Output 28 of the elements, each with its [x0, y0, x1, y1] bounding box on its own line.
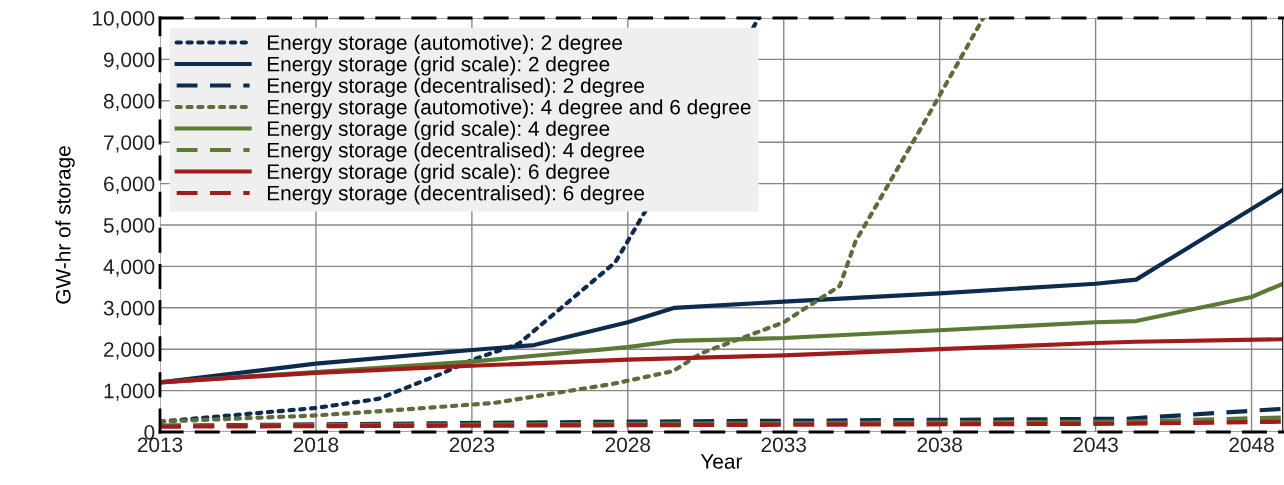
y-tick-label: 8,000 [103, 93, 155, 112]
x-tick-label: 2028 [605, 437, 651, 453]
y-tick-label: 4,000 [103, 259, 155, 277]
y-tick-label: 6,000 [104, 176, 155, 194]
x-tick-label: 2048 [1229, 437, 1274, 453]
legend-label: Energy storage (automotive): 4 degree and 6 degree [267, 99, 751, 119]
legend-label: Energy storage (decentralised): 6 degree [267, 185, 645, 205]
legend-label: Energy storage (decentralised): 4 degree [267, 142, 645, 162]
line-series [160, 337, 1283, 385]
x-tick-label: 2018 [293, 437, 339, 453]
legend-label: Energy storage (grid scale): 6 degree [267, 163, 610, 184]
y-tick-label: 10,000 [93, 11, 155, 29]
x-tick-label: 2038 [917, 437, 962, 453]
legend-label: Energy storage (grid scale): 4 degree [267, 120, 610, 141]
x-tick-label: 2033 [761, 437, 806, 453]
y-tick-label: 7,000 [104, 135, 155, 153]
y-tick-label: 2,000 [104, 342, 155, 360]
y-tick-label: 3,000 [103, 300, 155, 319]
x-tick-label: 2043 [1073, 437, 1118, 453]
legend-label: Energy storage (decentralised): 2 degree [267, 77, 645, 98]
x-axis-title: Year [700, 454, 743, 469]
y-tick-label: 9,000 [103, 52, 155, 70]
y-tick-label: 1,000 [104, 383, 155, 401]
y-axis-title: GW-hr of storage [55, 146, 75, 304]
legend-label: Energy storage (automotive): 2 degree [267, 34, 622, 55]
y-tick-label: 5,000 [103, 218, 155, 236]
x-tick-label: 2023 [449, 437, 495, 453]
legend-label: Energy storage (grid scale): 2 degree [267, 56, 610, 76]
